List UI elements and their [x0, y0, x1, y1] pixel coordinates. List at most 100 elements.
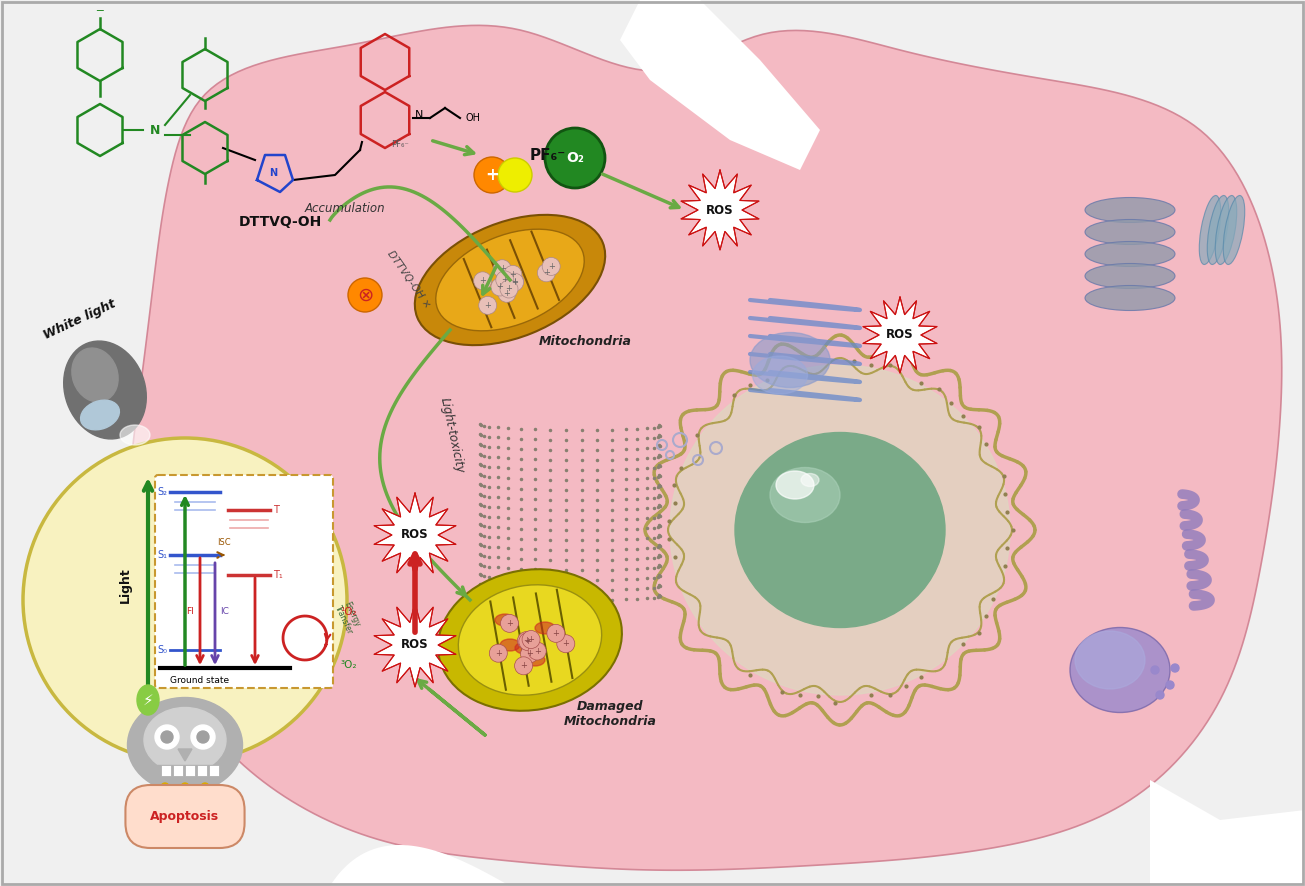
Circle shape — [547, 625, 565, 642]
Text: White light: White light — [42, 298, 119, 342]
Polygon shape — [330, 845, 510, 886]
Circle shape — [197, 731, 209, 743]
Circle shape — [191, 725, 215, 749]
Text: ROS: ROS — [706, 204, 733, 216]
Text: IC: IC — [221, 607, 228, 616]
Ellipse shape — [515, 642, 535, 654]
Text: T: T — [273, 505, 279, 515]
Text: S₀: S₀ — [157, 645, 167, 655]
Text: +: + — [526, 649, 532, 658]
Circle shape — [504, 266, 522, 284]
Text: +: + — [506, 618, 513, 628]
Text: +: + — [548, 262, 555, 271]
Ellipse shape — [81, 400, 119, 430]
Text: ROS: ROS — [886, 329, 913, 341]
Ellipse shape — [144, 708, 226, 773]
Ellipse shape — [735, 432, 945, 627]
Text: +: + — [534, 647, 540, 656]
Ellipse shape — [525, 654, 545, 666]
Ellipse shape — [770, 468, 840, 523]
Text: Energy
Transfer: Energy Transfer — [333, 600, 364, 636]
Text: +: + — [485, 166, 499, 184]
Text: Mitochondria: Mitochondria — [539, 335, 632, 348]
Ellipse shape — [1207, 196, 1229, 265]
Circle shape — [1171, 664, 1178, 672]
Circle shape — [155, 725, 179, 749]
Text: ¹O₂: ¹O₂ — [341, 607, 356, 617]
Circle shape — [557, 634, 574, 653]
Text: +: + — [496, 283, 504, 291]
Circle shape — [545, 128, 606, 188]
Text: Light-toxicity: Light-toxicity — [437, 396, 466, 474]
Text: Apoptosis: Apoptosis — [150, 810, 219, 823]
Circle shape — [519, 633, 536, 650]
Circle shape — [493, 260, 512, 277]
Text: +: + — [552, 629, 560, 638]
Bar — [174, 765, 183, 776]
Text: S₂: S₂ — [157, 487, 167, 497]
Ellipse shape — [776, 471, 814, 499]
Ellipse shape — [1075, 631, 1144, 689]
Circle shape — [161, 731, 174, 743]
Ellipse shape — [436, 229, 585, 330]
Text: ³O₂: ³O₂ — [341, 660, 356, 670]
Text: ⊗: ⊗ — [356, 285, 373, 305]
Text: N: N — [150, 123, 161, 136]
Text: +: + — [509, 270, 517, 279]
Circle shape — [538, 264, 556, 282]
Ellipse shape — [750, 332, 830, 387]
Ellipse shape — [495, 614, 515, 626]
Circle shape — [161, 783, 170, 791]
Ellipse shape — [1215, 196, 1237, 265]
Ellipse shape — [128, 697, 243, 792]
Ellipse shape — [1084, 242, 1174, 267]
Ellipse shape — [137, 685, 159, 715]
Text: ISC: ISC — [217, 538, 231, 547]
Text: DTTVQ-OH: DTTVQ-OH — [239, 215, 321, 229]
Circle shape — [521, 645, 539, 663]
Text: +: + — [504, 289, 510, 298]
Ellipse shape — [72, 348, 119, 402]
Circle shape — [500, 280, 518, 298]
Ellipse shape — [535, 622, 555, 634]
Circle shape — [501, 614, 518, 633]
Text: PF₆⁻: PF₆⁻ — [392, 140, 408, 149]
Bar — [157, 765, 213, 777]
Polygon shape — [681, 170, 760, 250]
Bar — [161, 765, 171, 776]
Circle shape — [518, 632, 535, 649]
Circle shape — [491, 278, 509, 296]
Ellipse shape — [500, 639, 519, 651]
Text: +: + — [523, 636, 530, 645]
Text: PF₆⁻: PF₆⁻ — [530, 147, 566, 162]
Text: +: + — [525, 637, 531, 646]
Circle shape — [479, 296, 497, 315]
Text: +: + — [512, 277, 518, 287]
Circle shape — [489, 644, 508, 662]
Ellipse shape — [458, 585, 602, 696]
Text: +: + — [495, 649, 501, 657]
Ellipse shape — [1070, 627, 1171, 712]
Text: +: + — [499, 264, 505, 273]
Circle shape — [529, 642, 547, 660]
Circle shape — [181, 783, 189, 791]
Ellipse shape — [1199, 196, 1220, 265]
Ellipse shape — [1084, 220, 1174, 245]
Text: ROS: ROS — [401, 639, 429, 651]
Text: +: + — [484, 301, 491, 310]
Text: T₁: T₁ — [273, 570, 283, 580]
Text: O₂: O₂ — [566, 151, 583, 165]
Circle shape — [161, 789, 170, 797]
Text: +: + — [521, 661, 527, 671]
Text: Light: Light — [119, 567, 132, 602]
Ellipse shape — [64, 341, 146, 439]
Circle shape — [474, 272, 492, 290]
Text: ROS: ROS — [401, 529, 429, 541]
Text: +: + — [501, 276, 508, 284]
Ellipse shape — [753, 356, 808, 394]
Bar — [197, 765, 207, 776]
Circle shape — [1156, 691, 1164, 699]
Ellipse shape — [1084, 285, 1174, 310]
Text: +: + — [505, 284, 513, 293]
Ellipse shape — [1084, 198, 1174, 222]
